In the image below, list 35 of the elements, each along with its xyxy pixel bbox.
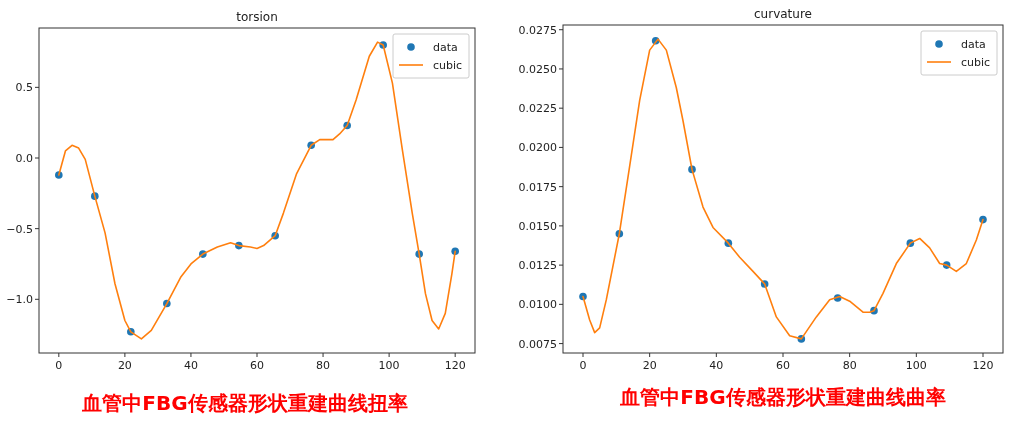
chart-title: torsion: [236, 10, 278, 24]
y-tick-label: 0.0175: [518, 180, 557, 194]
y-tick-label: 0.0: [15, 152, 33, 165]
x-tick-label: 0: [579, 359, 587, 372]
legend-label: cubic: [433, 59, 463, 72]
x-tick-label: 120: [444, 359, 466, 372]
x-tick-label: 100: [905, 359, 927, 372]
y-tick-label: 0.0225: [518, 102, 557, 116]
y-tick-label: 0.0150: [518, 219, 557, 233]
text: 血管中FBG传感器形状重建曲线曲率: [619, 385, 946, 409]
x-tick-label: 40: [709, 359, 724, 372]
x-tick-label: 0: [55, 359, 63, 372]
x-tick-label: 20: [117, 359, 132, 372]
y-tick-label: 0.5: [15, 81, 33, 95]
x-tick-label: 100: [378, 359, 400, 372]
y-tick-label: 0.0250: [518, 62, 557, 76]
y-tick-label: 0.0275: [518, 23, 557, 37]
x-tick-label: 80: [842, 359, 857, 372]
y-tick-label: 0.0075: [518, 337, 557, 351]
y-tick-label: 0.0200: [518, 141, 557, 155]
x-tick-label: 80: [316, 359, 331, 372]
legend-label: data: [433, 41, 458, 54]
x-tick-label: 120: [972, 359, 994, 372]
x-tick-label: 20: [642, 359, 657, 372]
legend-label: cubic: [961, 56, 991, 69]
y-tick-label: 0.0100: [518, 298, 557, 312]
y-tick-label: −1.0: [6, 293, 33, 307]
chart-title: curvature: [754, 7, 812, 21]
y-tick-label: −0.5: [6, 222, 33, 236]
text: 血管中FBG传感器形状重建曲线扭率: [81, 391, 408, 415]
legend-label: data: [961, 38, 986, 51]
x-tick-label: 60: [776, 359, 790, 372]
x-tick-label: 60: [250, 359, 264, 372]
y-tick-label: 0.0125: [518, 259, 557, 273]
x-tick-label: 40: [183, 359, 198, 372]
